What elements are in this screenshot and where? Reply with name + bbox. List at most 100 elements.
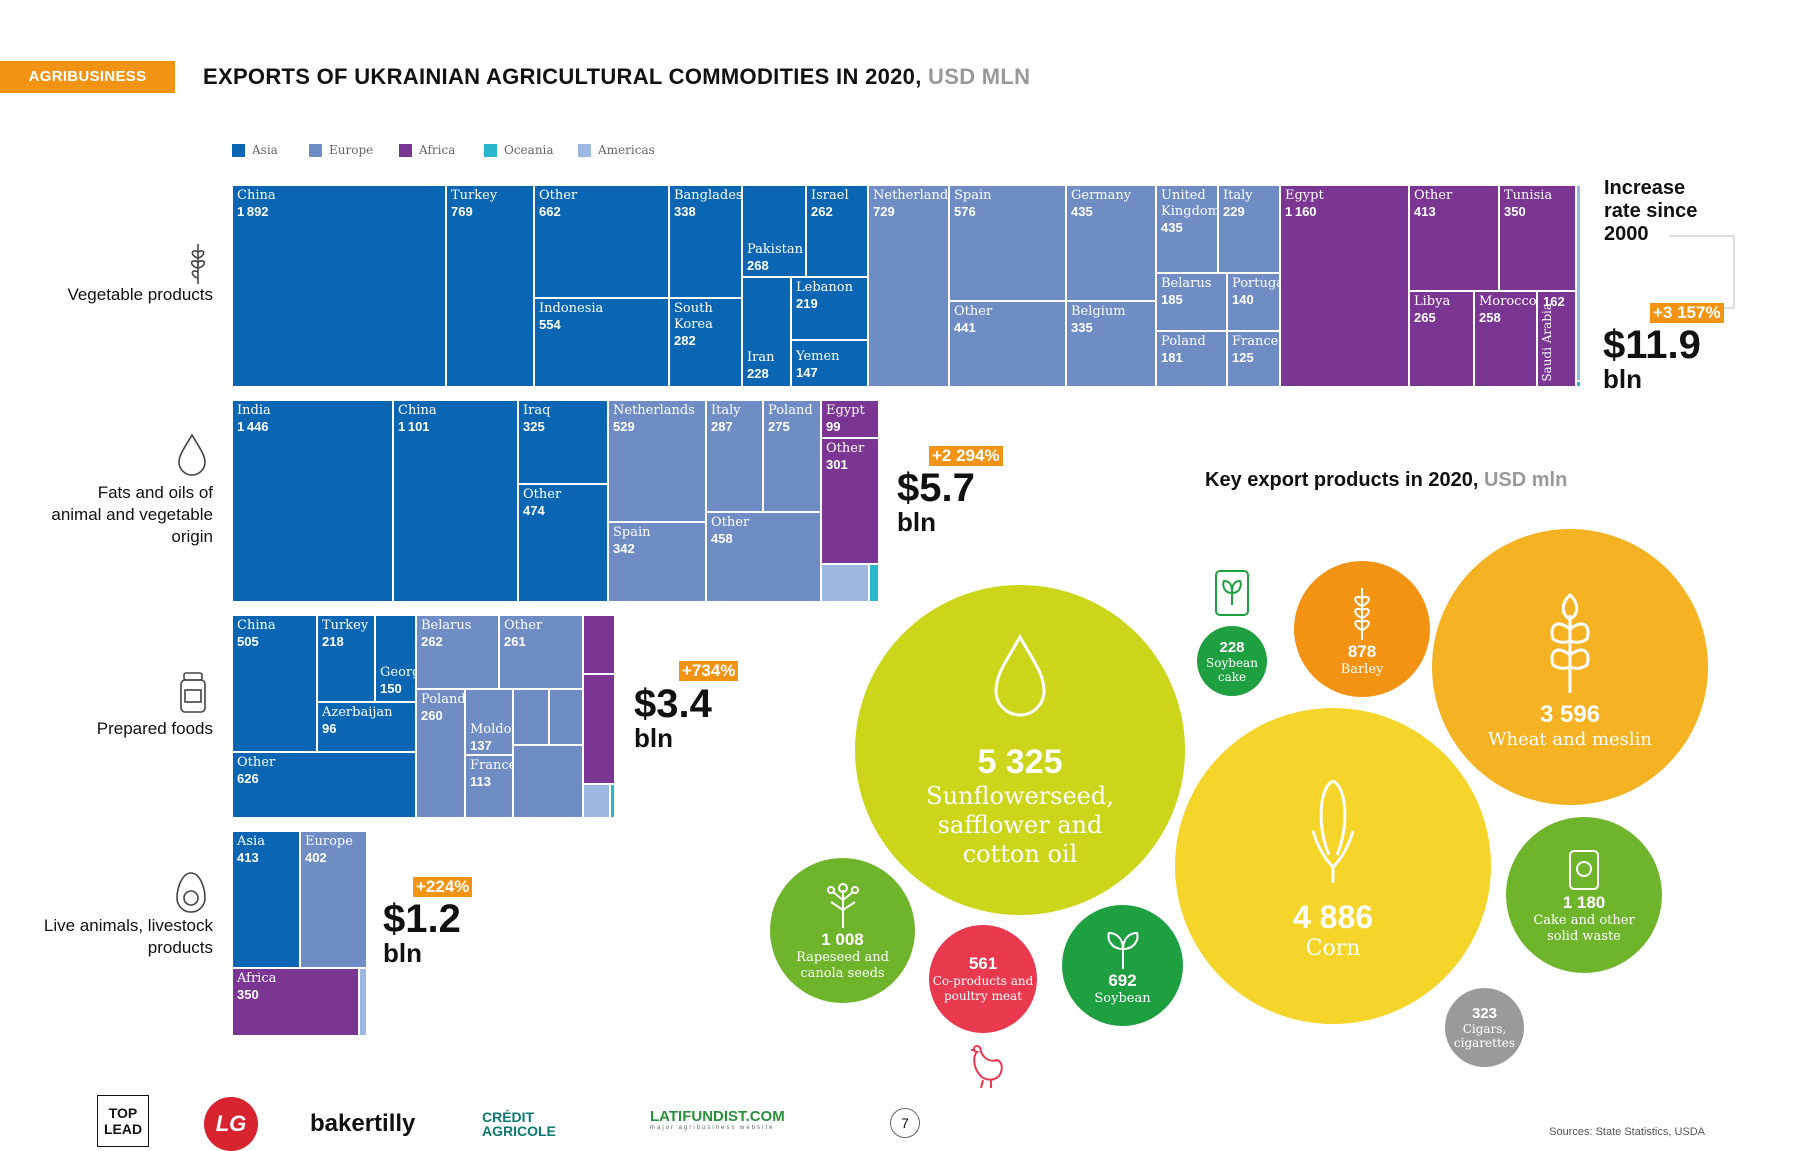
bubble-poultry: 561 Co-products and poultry meat <box>929 925 1037 1033</box>
chicken-icon <box>971 1044 1003 1089</box>
treemap-cell: Poland 181 <box>1156 331 1227 387</box>
treemap-cell: Lebanon 219 <box>791 277 868 340</box>
total-live: $1.2 bln <box>383 897 461 968</box>
bubble-cake-waste: 1 180 Cake and other solid waste <box>1506 817 1662 973</box>
treemap-cell: Netherlands 729 <box>868 185 949 387</box>
treemap-cell-oceania <box>869 564 879 602</box>
legend-swatch <box>484 143 497 157</box>
treemap-cell: Spain 576 <box>949 185 1066 301</box>
legend-item-africa: Africa <box>399 143 455 157</box>
bubble-soybean-cake: 228 Soybean cake <box>1197 626 1267 696</box>
treemap-cell <box>583 674 615 784</box>
increase-badge-vegetable: +3 157% <box>1650 303 1724 323</box>
bag-icon <box>1215 570 1249 616</box>
bubble-barley: 878 Barley <box>1294 561 1430 697</box>
section-tag: AGRIBUSINESS <box>0 61 175 93</box>
treemap-cell <box>549 689 583 745</box>
bubble-sunflower-oil: 5 325 Sunflowerseed, safflower and cotto… <box>855 585 1185 915</box>
bubble-rapeseed: 1 008 Rapeseed and canola seeds <box>770 858 915 1003</box>
legend-swatch <box>399 143 412 157</box>
bubble-corn: 4 886 Corn <box>1175 708 1491 1024</box>
increase-badge-live: +224% <box>413 877 473 897</box>
treemap-cell-oceania <box>1576 381 1581 387</box>
legend-item-americas: Americas <box>578 143 655 157</box>
treemap-cell: Belarus 262 <box>416 615 499 689</box>
bracket-line <box>1670 235 1735 309</box>
treemap-cell: United Kingdom 435 <box>1156 185 1218 273</box>
page-number: 7 <box>890 1108 920 1138</box>
row-label-prepared: Prepared foods <box>96 719 213 738</box>
treemap-cell: Belarus 185 <box>1156 273 1227 331</box>
treemap-cell <box>583 615 615 674</box>
increase-note: Increase rate since 2000 <box>1604 177 1698 245</box>
treemap-cell: Other 301 <box>821 438 879 564</box>
treemap-cell: Iraq 325 <box>518 400 608 484</box>
legend-swatch <box>578 143 591 157</box>
treemap-cell: Turkey 769 <box>446 185 534 387</box>
row-label-vegetable: Vegetable products <box>67 285 213 304</box>
treemap-cell: Other 458 <box>706 512 821 602</box>
sources-note: Sources: State Statistics, USDA <box>1549 1126 1705 1138</box>
treemap-cell: China 1 892 <box>232 185 446 387</box>
treemap-cell: Indonesia 554 <box>534 298 669 387</box>
increase-badge-fats: +2 294% <box>929 446 1003 466</box>
legend-swatch <box>232 143 245 157</box>
treemap-cell: Belgium 335 <box>1066 301 1156 387</box>
bubble-chart-title: Key export products in 2020, USD mln <box>1205 469 1568 491</box>
treemap-cell: Other 413 <box>1409 185 1499 291</box>
row-label-live: Live animals, livestock products <box>43 916 213 957</box>
bakertilly-logo: bakertilly <box>310 1110 416 1137</box>
treemap-cell: Netherlands 529 <box>608 400 706 522</box>
jar-icon <box>180 672 206 713</box>
treemap-cell: Georgia150 <box>375 615 416 702</box>
treemap-cell: Libya 265 <box>1409 291 1474 387</box>
treemap-cell: France 113 <box>465 755 513 818</box>
treemap-cell: Africa 350 <box>232 968 359 1036</box>
treemap-cell-americas <box>583 784 610 818</box>
treemap-cell: Turkey 218 <box>317 615 375 702</box>
treemap-cell: Asia 413 <box>232 831 300 968</box>
increase-badge-prepared: +734% <box>679 661 739 681</box>
total-prepared: $3.4 bln <box>634 682 712 753</box>
bubble-cigars: 323 Cigars, cigarettes <box>1445 988 1524 1067</box>
treemap-cell <box>513 745 583 818</box>
treemap-cell: Yemen 147 <box>791 340 868 387</box>
treemap-cell: Azerbaijan 96 <box>317 702 416 752</box>
treemap-cell: India 1 446 <box>232 400 393 602</box>
treemap-cell: France 125 <box>1227 331 1280 387</box>
treemap-cell: Poland 260 <box>416 689 465 818</box>
toplead-logo: TOP LEAD <box>97 1095 149 1147</box>
treemap-cell: Other 662 <box>534 185 669 298</box>
treemap-cell-americas <box>821 564 869 602</box>
bubble-wheat: 3 596 Wheat and meslin <box>1432 529 1708 805</box>
treemap-cell: Portugal140 <box>1227 273 1280 331</box>
treemap-cell: Other 441 <box>949 301 1066 387</box>
wheat-icon <box>1550 592 1590 693</box>
treemap-cell-oceania <box>610 784 615 818</box>
bag-icon <box>1569 850 1599 890</box>
total-vegetable: $11.9 bln <box>1603 323 1701 394</box>
treemap-cell-americas <box>359 968 367 1036</box>
egg-icon <box>176 872 206 913</box>
treemap-cell: Spain 342 <box>608 522 706 602</box>
oil-drop-icon <box>994 633 1046 717</box>
treemap-cell: Egypt 99 <box>821 400 879 438</box>
treemap-cell: Moldova137 <box>465 689 513 755</box>
treemap-cell: Other 626 <box>232 752 416 818</box>
treemap-cell: Tunisia 350 <box>1499 185 1576 291</box>
treemap-cell <box>513 689 549 745</box>
bubble-soybean: 692 Soybean <box>1062 905 1183 1026</box>
treemap-cell: Italy 229 <box>1218 185 1280 273</box>
treemap-cell: China 1 101 <box>393 400 518 602</box>
treemap-cell: Israel 262 <box>806 185 868 277</box>
treemap-cell-americas <box>1576 185 1581 381</box>
row-label-fats: Fats and oils of animal and vegetable or… <box>51 483 213 546</box>
plant-icon <box>190 244 206 284</box>
treemap-cell: Other 474 <box>518 484 608 602</box>
legend-item-oceania: Oceania <box>484 143 554 157</box>
treemap-cell: Europe 402 <box>300 831 367 968</box>
treemap-cell: 162 Saudi Arabia <box>1537 291 1576 387</box>
corn-icon <box>1311 779 1355 883</box>
page-title: EXPORTS OF UKRAINIAN AGRICULTURAL COMMOD… <box>203 64 1031 89</box>
barley-icon <box>1354 587 1370 640</box>
